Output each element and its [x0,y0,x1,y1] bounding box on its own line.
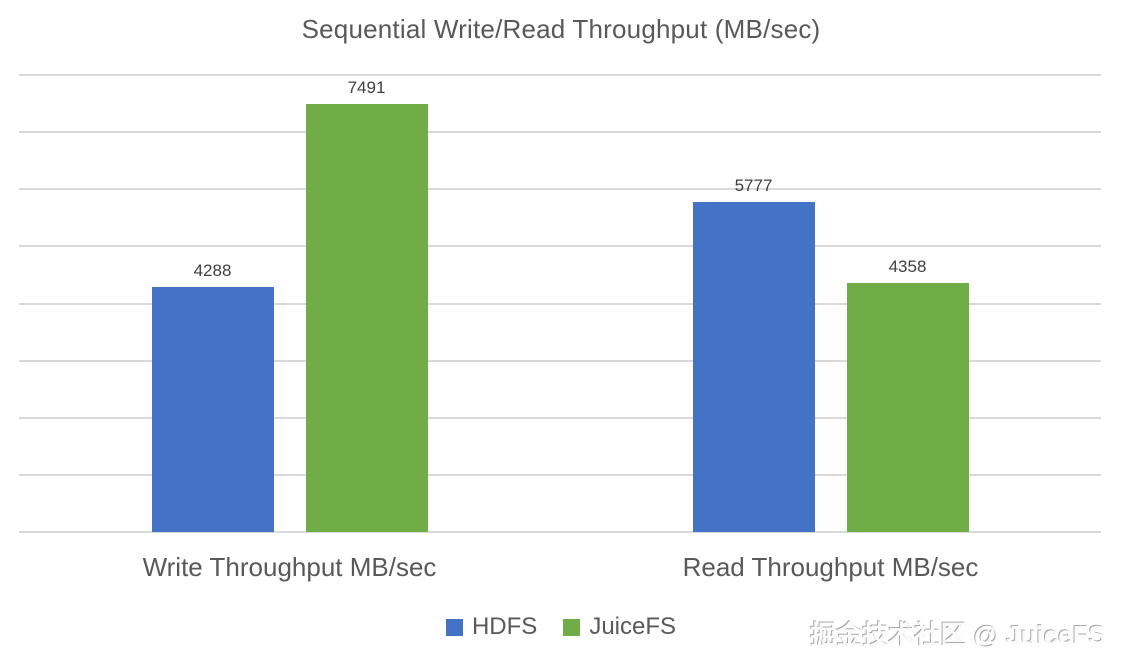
gridline-7000 [19,131,1101,134]
category-label-1: Read Throughput MB/sec [682,552,979,582]
bar-juicefs-1 [846,283,969,532]
bar-value-label: 5777 [734,176,773,195]
bar-slot-juicefs-1: 4358 [846,75,969,532]
bar-value-label: 4358 [888,257,927,277]
gridline-3000 [19,359,1101,362]
gridline-1000 [19,473,1101,476]
bar-value-label: 4288 [193,261,232,281]
bar-group-1: 5777 4358 [560,75,1101,532]
category-label-0: Write Throughput MB/sec [142,552,437,582]
legend-item-juicefs: JuiceFS [563,613,676,641]
bar-slot-juicefs-0: 7491 [305,75,428,532]
gridline-5000 [19,245,1101,248]
legend: HDFS JuiceFS [0,613,1122,641]
chart-title: Sequential Write/Read Throughput (MB/sec… [301,14,821,44]
bar-value-label: 7491 [347,78,386,98]
gridline-0 [19,531,1101,533]
gridline-2000 [19,416,1101,419]
legend-label-hdfs: HDFS [471,613,538,640]
bar-hdfs-1 [692,202,815,532]
gridline-6000 [19,188,1101,191]
gridline-8000 [19,74,1101,76]
plot-area: 4288 7491 5777 4358 [19,74,1101,533]
gridline-4000 [19,302,1101,305]
watermark: 掘金技术社区 @ JuiceFS [810,620,1106,650]
legend-item-hdfs: HDFS [445,613,538,641]
bar-slot-hdfs-0: 4288 [151,75,274,532]
category-axis: Write Throughput MB/sec Read Throughput M… [19,552,1101,583]
bar-group-0: 4288 7491 [19,75,560,532]
bar-slot-hdfs-1: 5777 [692,75,815,532]
legend-swatch-juicefs [563,618,581,636]
bar-juicefs-0 [305,104,428,532]
legend-swatch-hdfs [445,618,463,636]
legend-label-juicefs: JuiceFS [589,613,677,640]
bar-hdfs-0 [151,287,274,532]
